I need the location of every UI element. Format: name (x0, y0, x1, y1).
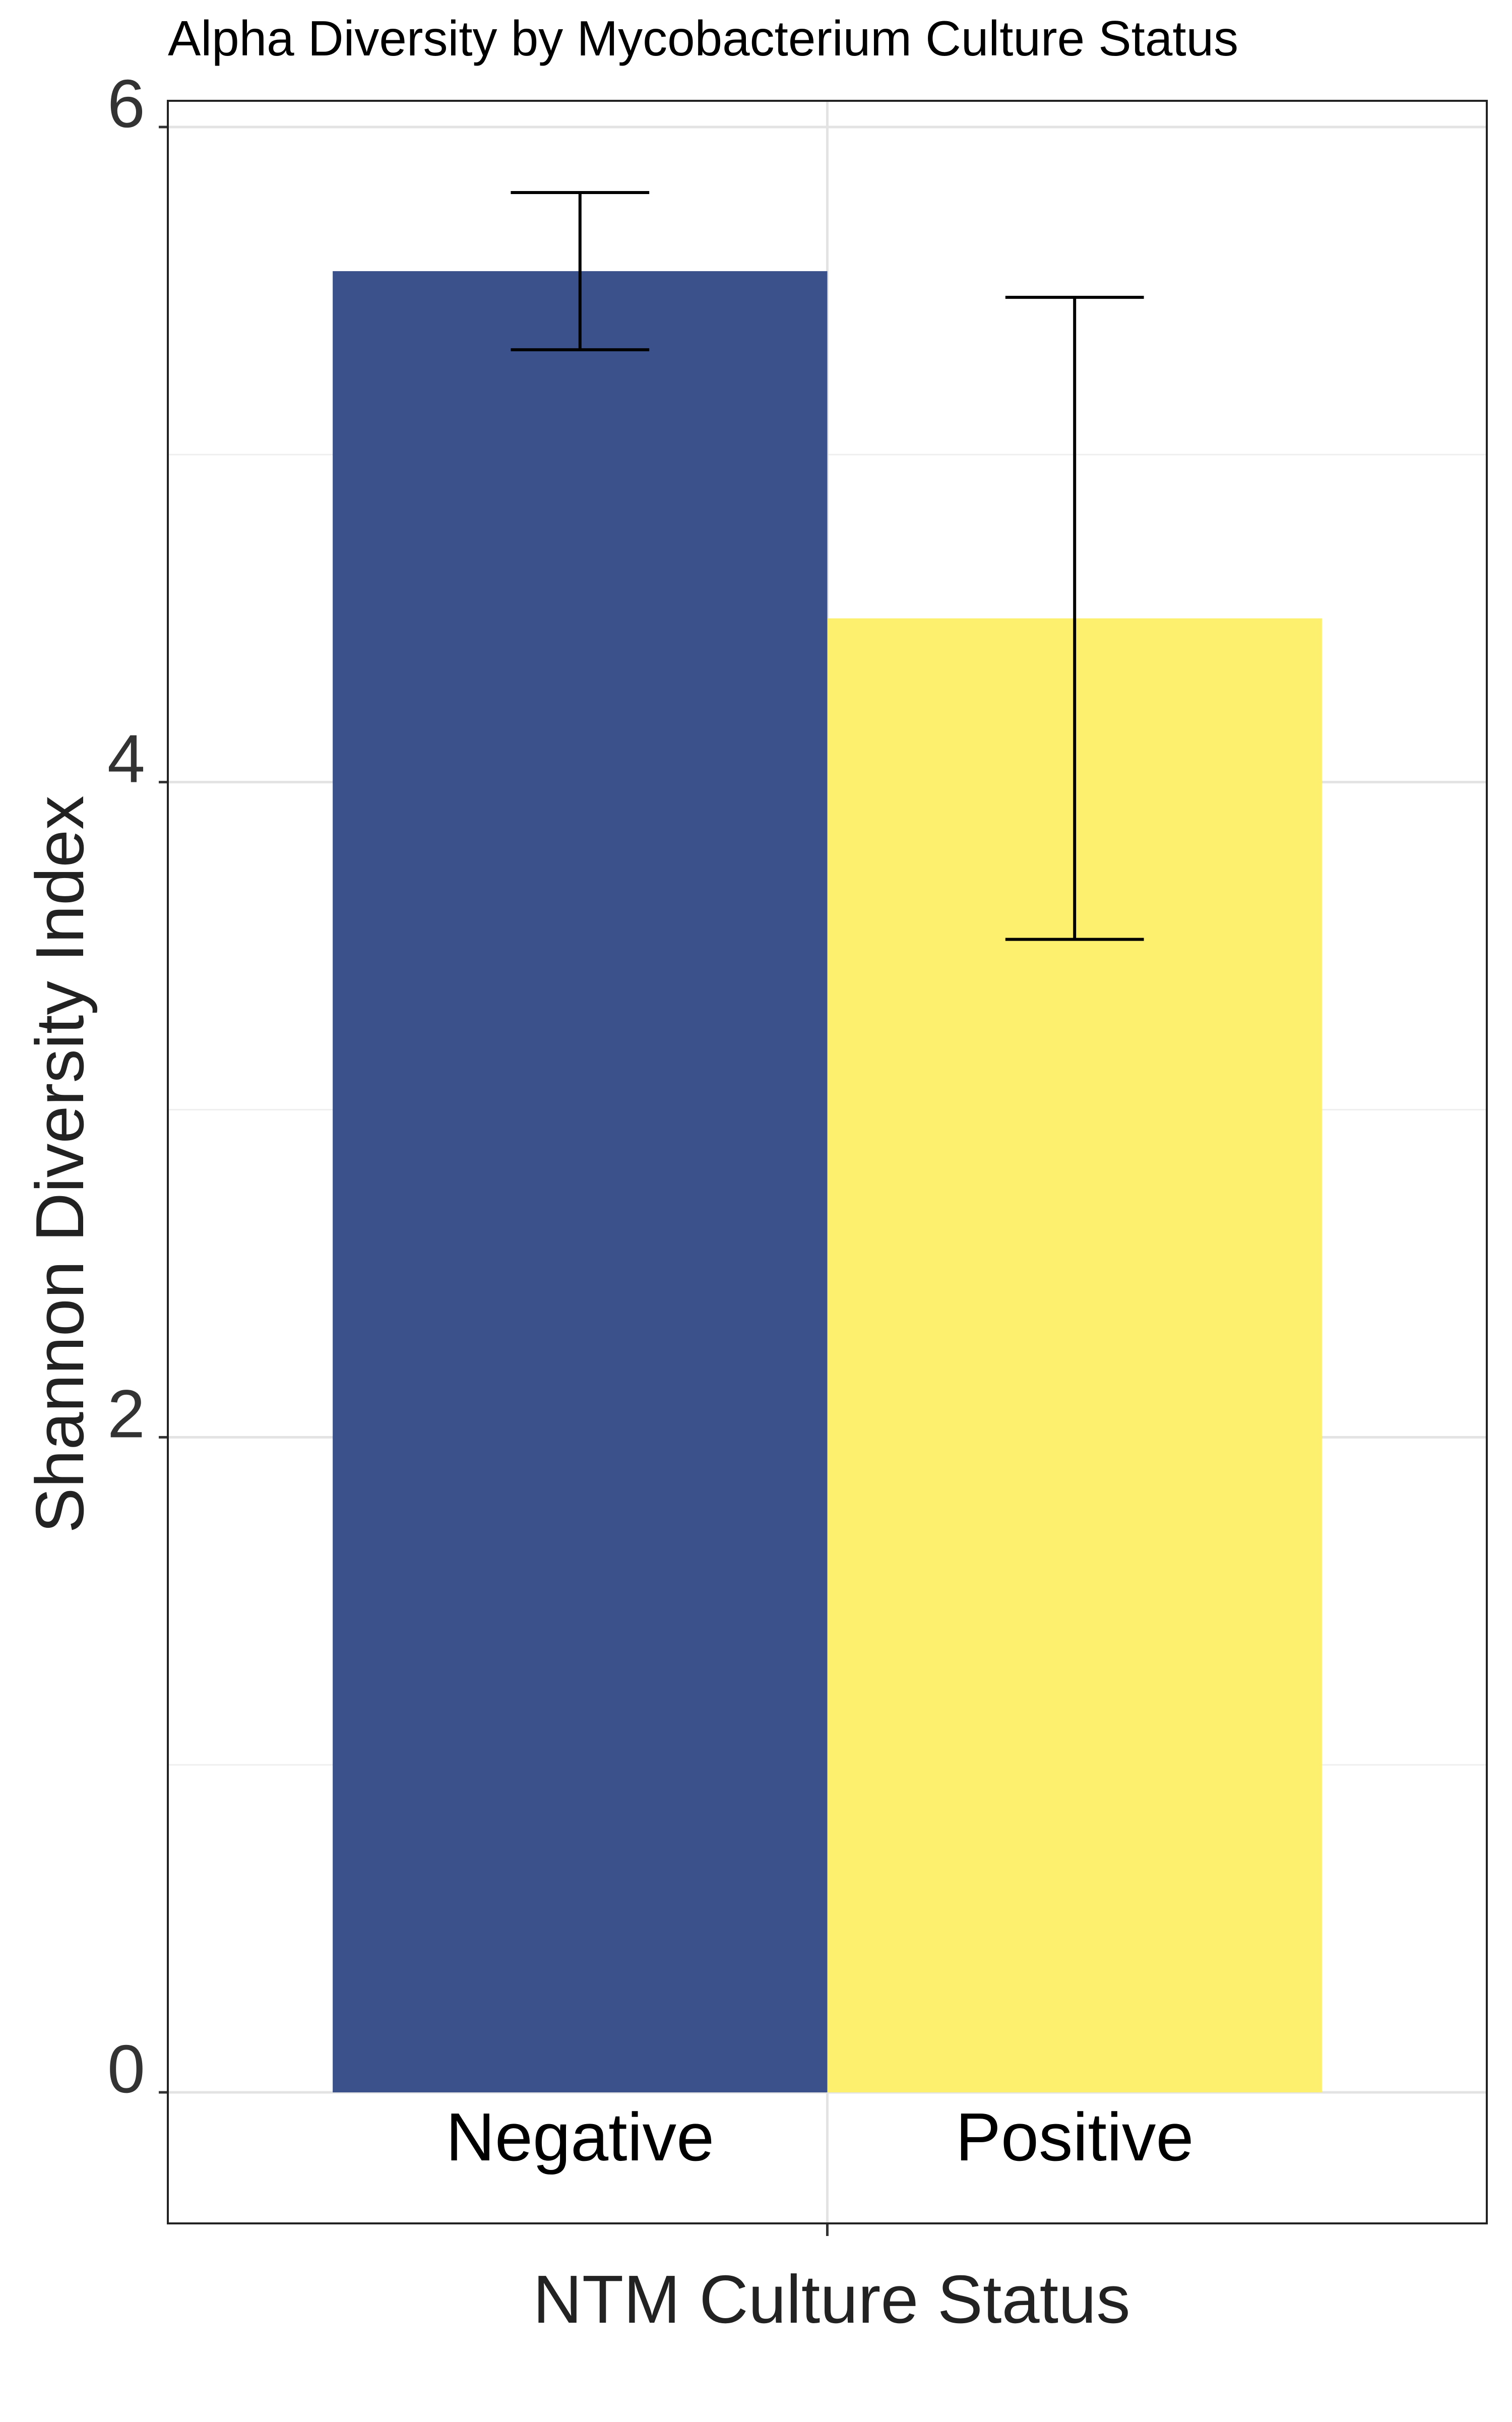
plot-panel-border (167, 100, 1488, 2224)
y-axis-label: Shannon Diversity Index (22, 795, 98, 1533)
error-bars (511, 191, 1144, 941)
y-tick-label: 4 (107, 721, 145, 797)
y-tick-label: 0 (107, 2031, 145, 2107)
category-label-positive: Positive (956, 2099, 1194, 2175)
axis-ticks: 0 2 4 6 (107, 66, 829, 2236)
error-bar-negative (511, 191, 650, 351)
category-label-negative: Negative (446, 2099, 714, 2175)
error-bar-positive (1005, 295, 1144, 941)
bar-negative (333, 271, 828, 2093)
y-tick-label: 2 (107, 1376, 145, 1452)
x-axis-label: NTM Culture Status (533, 2261, 1130, 2337)
bars: Negative Positive (333, 271, 1322, 2175)
chart-title: Alpha Diversity by Mycobacterium Culture… (168, 11, 1238, 66)
y-tick-label: 6 (107, 66, 145, 142)
